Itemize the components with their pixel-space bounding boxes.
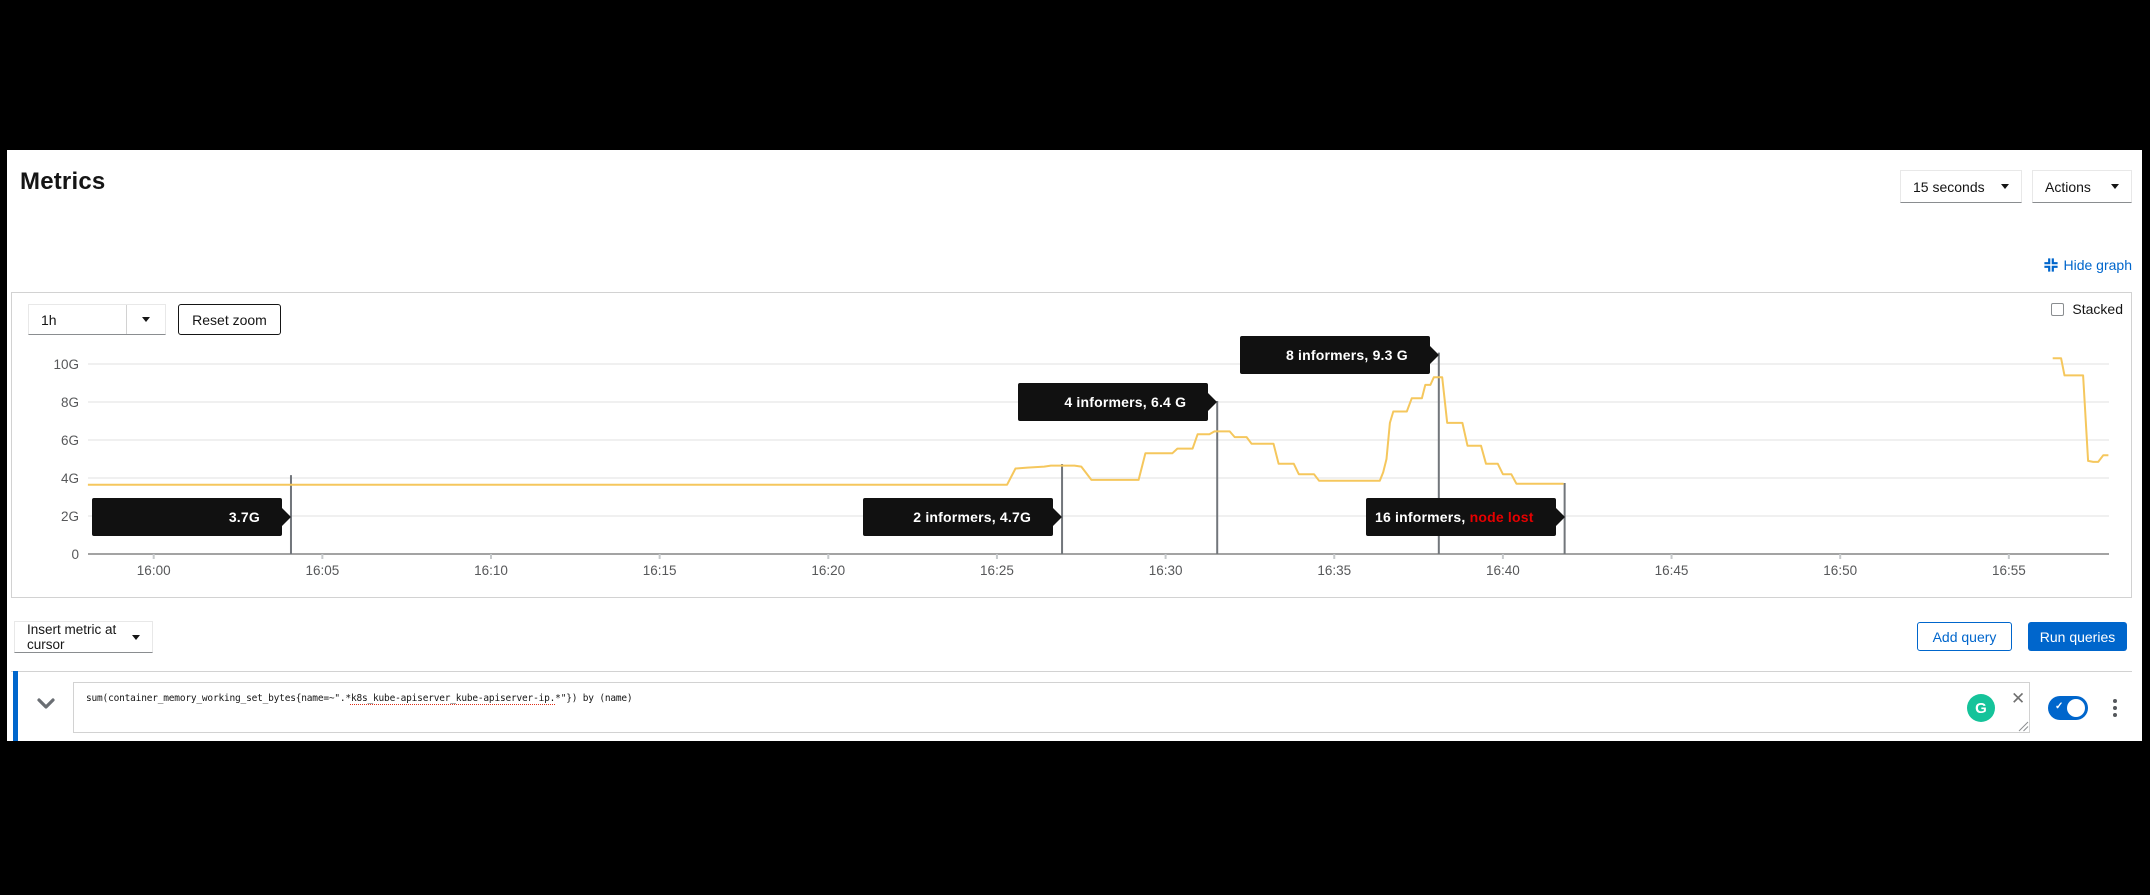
- textarea-resize-handle[interactable]: [2018, 721, 2029, 732]
- run-queries-label: Run queries: [2039, 628, 2116, 645]
- stacked-checkbox[interactable]: [2051, 302, 2065, 316]
- x-axis-tick-label: 16:50: [1823, 563, 1857, 578]
- y-axis-tick-label: 0: [71, 547, 79, 562]
- stacked-label: Stacked: [2072, 301, 2123, 317]
- metrics-page: Metrics 15 seconds Actions Hide graph 1h…: [7, 150, 2142, 741]
- compress-icon: [2043, 258, 2058, 272]
- insert-metric-label: Insert metric at cursor: [27, 622, 117, 652]
- x-axis-tick-label: 16:45: [1655, 563, 1689, 578]
- hide-graph-link[interactable]: Hide graph: [2043, 257, 2133, 273]
- query-text-misspelled: k8s_kube-apiserver_kube-apiserver-ip.: [350, 693, 556, 704]
- page-title: Metrics: [20, 168, 106, 195]
- x-axis-tick-label: 16:25: [980, 563, 1014, 578]
- x-axis-tick-label: 16:20: [811, 563, 845, 578]
- x-axis-tick-label: 16:05: [305, 563, 339, 578]
- add-query-label: Add query: [1932, 628, 1997, 645]
- graph-panel: 1h Reset zoom Stacked 0 2G 4G 6G 8G 10G 16:00 1…: [11, 292, 2132, 598]
- add-query-button[interactable]: Add query: [1917, 622, 2012, 651]
- x-axis-tick-label: 16:15: [643, 563, 677, 578]
- reset-zoom-label: Reset zoom: [192, 311, 267, 328]
- run-queries-button[interactable]: Run queries: [2028, 622, 2127, 651]
- toggle-knob: [2067, 699, 2085, 717]
- y-axis-tick-label: 10G: [53, 357, 79, 372]
- series-line: [87, 376, 1564, 486]
- y-axis-tick-label: 6G: [61, 433, 79, 448]
- query-input[interactable]: sum(container_memory_working_set_bytes{n…: [73, 682, 2030, 733]
- query-row-divider: [11, 671, 2132, 672]
- graph-duration-value: 1h: [41, 311, 57, 328]
- poll-interval-value: 15 seconds: [1913, 178, 1985, 195]
- y-axis-tick-label: 4G: [61, 471, 79, 486]
- query-enabled-toggle[interactable]: ✓: [2048, 696, 2088, 720]
- x-axis-tick-label: 16:00: [137, 563, 171, 578]
- actions-value: Actions: [2045, 178, 2091, 195]
- poll-interval-select[interactable]: 15 seconds: [1900, 170, 2022, 203]
- hide-graph-label: Hide graph: [2063, 257, 2133, 273]
- query-expand-toggle[interactable]: [36, 696, 56, 717]
- query-row-accent-bar: [13, 671, 18, 741]
- chevron-down-icon: [37, 698, 55, 709]
- x-axis-tick-label: 16:10: [474, 563, 508, 578]
- query-text-post: *"}) by (name): [555, 693, 633, 704]
- graph-duration-select[interactable]: 1h: [28, 304, 166, 335]
- chevron-down-icon: [2001, 184, 2009, 189]
- check-icon: ✓: [2055, 701, 2064, 712]
- y-axis-tick-label: 8G: [61, 395, 79, 410]
- x-axis-tick-label: 16:35: [1317, 563, 1351, 578]
- x-axis-tick-label: 16:55: [1992, 563, 2026, 578]
- actions-dropdown[interactable]: Actions: [2032, 170, 2132, 203]
- chart-plot-area[interactable]: 0 2G 4G 6G 8G 10G 16:00 16:05 16:10 16:15 16:20 16:…: [12, 293, 2131, 597]
- query-kebab-menu[interactable]: [2109, 699, 2121, 717]
- insert-metric-dropdown[interactable]: Insert metric at cursor: [14, 621, 153, 653]
- chevron-down-icon: [2111, 184, 2119, 189]
- chevron-down-icon: [132, 634, 140, 640]
- close-query-icon[interactable]: ✕: [2011, 689, 2026, 708]
- y-axis-tick-label: 2G: [61, 509, 79, 524]
- query-text-pre: sum(container_memory_working_set_bytes{n…: [86, 693, 351, 704]
- series-line: [2052, 357, 2109, 463]
- chevron-down-icon: [142, 317, 150, 322]
- stacked-control: Stacked: [2051, 301, 2123, 317]
- grammarly-icon: G: [1967, 694, 1995, 722]
- x-axis-tick-label: 16:30: [1149, 563, 1183, 578]
- grammarly-widget[interactable]: G: [1967, 694, 1995, 722]
- reset-zoom-button[interactable]: Reset zoom: [178, 304, 281, 335]
- x-axis-tick-label: 16:40: [1486, 563, 1520, 578]
